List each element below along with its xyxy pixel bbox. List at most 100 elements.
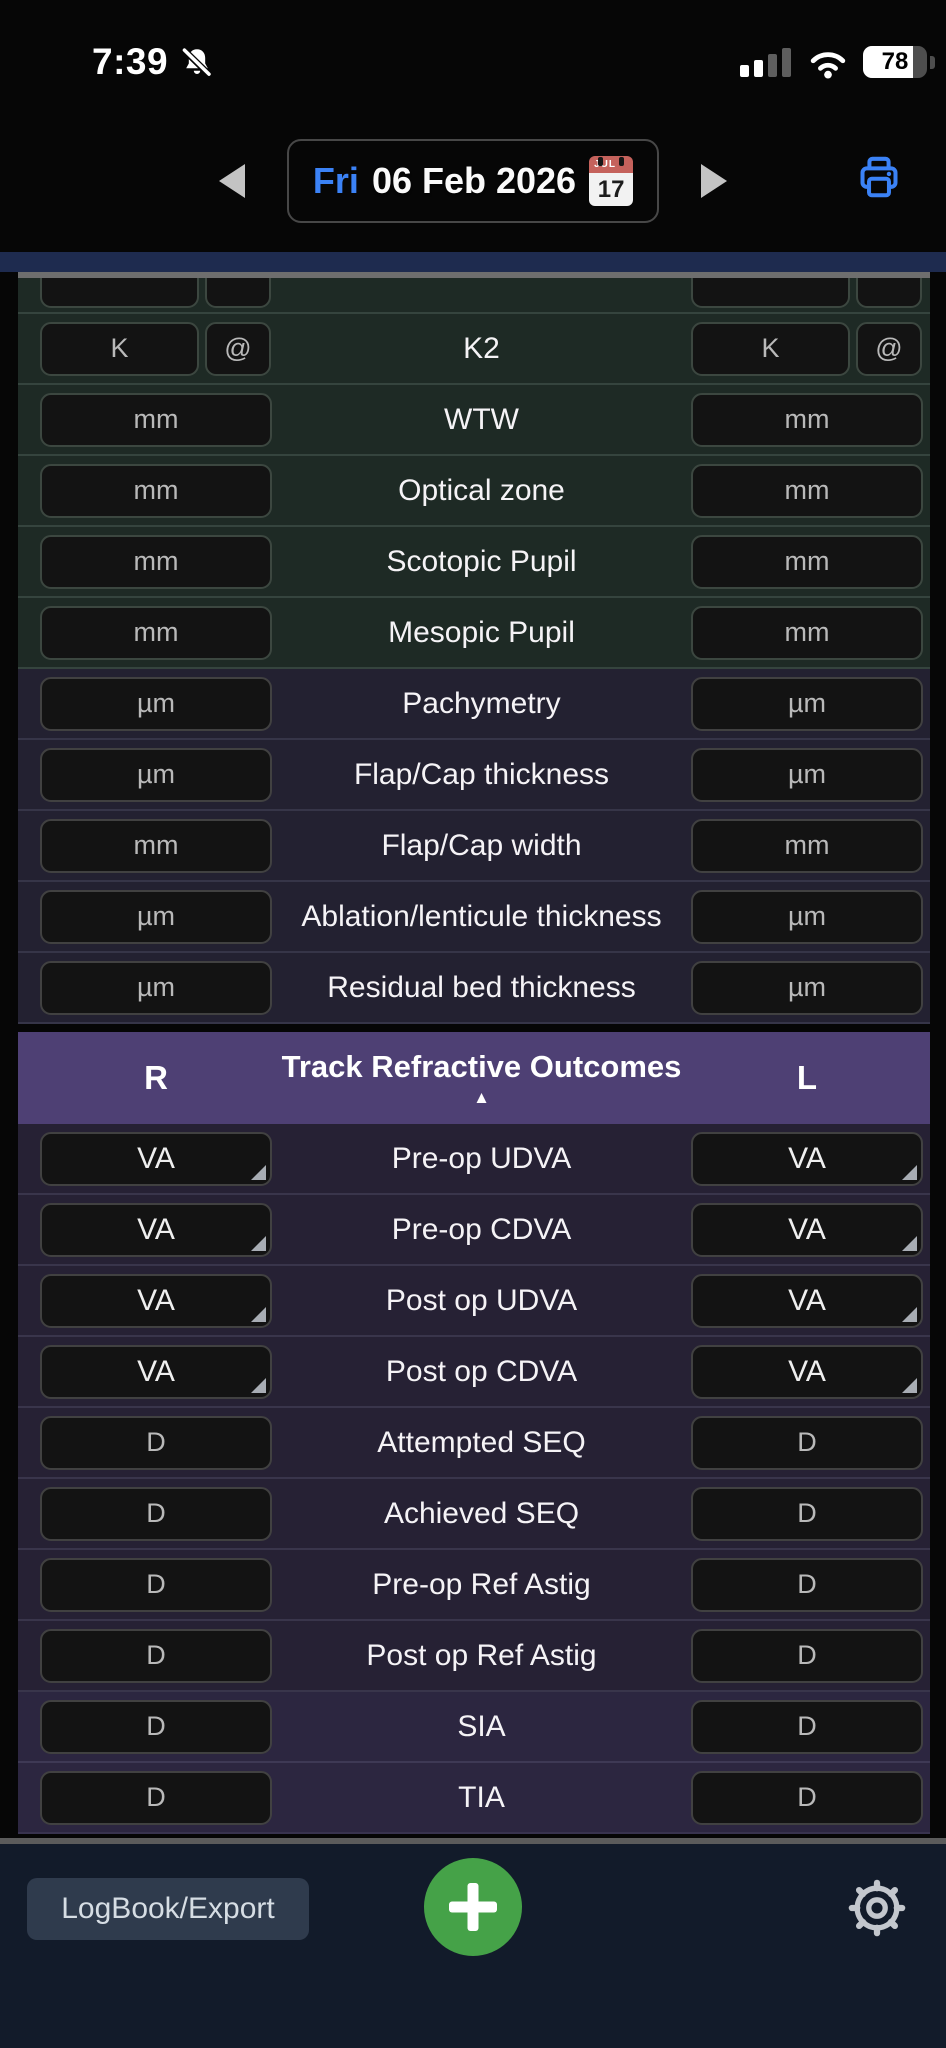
partial-right-input-axis[interactable]: [205, 278, 271, 308]
flap-cap-thickness-right-input[interactable]: µm: [40, 747, 272, 802]
pre-op-cdva-left-input[interactable]: VA: [691, 1202, 923, 1257]
achieved-seq-left-input[interactable]: D: [691, 1486, 923, 1541]
previous-day-button[interactable]: [218, 164, 245, 198]
k2-left-input-axis[interactable]: @: [856, 321, 922, 376]
attempted-seq-right-input[interactable]: D: [40, 1415, 272, 1470]
residual-bed-thickness-right-input[interactable]: µm: [40, 960, 272, 1015]
scotopic-pupil-left-input[interactable]: mm: [691, 534, 923, 589]
k2-right-input[interactable]: K: [40, 321, 199, 376]
k2-left-input[interactable]: K: [691, 321, 850, 376]
unit-placeholder-text: D: [797, 1498, 817, 1528]
settings-button[interactable]: [848, 1879, 906, 1937]
left-eye-cell: D: [691, 1557, 923, 1612]
row-attempted-seq: D Attempted SEQ D: [18, 1408, 930, 1479]
unit-placeholder-text: K: [761, 333, 780, 363]
outcomes-section: VA Pre-op UDVA VA VA Pre-op CDVA VA VA Post op …: [18, 1124, 930, 1834]
sia-left-input[interactable]: D: [691, 1699, 923, 1754]
unit-placeholder-text: D: [797, 1640, 817, 1670]
pachymetry-left-input[interactable]: µm: [691, 676, 923, 731]
partial-left-input[interactable]: [691, 278, 850, 308]
pre-op-udva-right-input[interactable]: VA: [40, 1131, 272, 1186]
row-pre-op-cdva: VA Pre-op CDVA VA: [18, 1195, 930, 1266]
flap-cap-width-right-input[interactable]: mm: [40, 818, 272, 873]
tia-right-input[interactable]: D: [40, 1770, 272, 1825]
wtw-left-input[interactable]: mm: [691, 392, 923, 447]
battery-percent-text: 78: [881, 48, 909, 75]
biometry-section: K @ K2 K @ mm WTW mm mm Optical zone mm mm Scotopic …: [18, 278, 930, 1024]
right-eye-cell: VA: [40, 1273, 272, 1328]
outcomes-title: Track Refractive Outcomes: [281, 1048, 682, 1084]
row-mesopic-pupil: mm Mesopic Pupil mm: [18, 598, 930, 669]
post-op-udva-right-input[interactable]: VA: [40, 1273, 272, 1328]
add-entry-button[interactable]: [424, 1858, 522, 1956]
pachymetry-right-input[interactable]: µm: [40, 676, 272, 731]
sia-right-input[interactable]: D: [40, 1699, 272, 1754]
residual-bed-thickness-left-input[interactable]: µm: [691, 960, 923, 1015]
post-op-cdva-left-input[interactable]: VA: [691, 1344, 923, 1399]
unit-placeholder-text: mm: [784, 830, 830, 860]
unit-placeholder-text: VA: [137, 1354, 175, 1388]
left-eye-cell: D: [691, 1486, 923, 1541]
pre-op-ref-astig-left-input[interactable]: D: [691, 1557, 923, 1612]
optical-zone-right-input[interactable]: mm: [40, 463, 272, 518]
post-op-ref-astig-left-input[interactable]: D: [691, 1628, 923, 1683]
calendar-day-text: 17: [589, 173, 634, 206]
unit-placeholder-text: mm: [784, 475, 830, 505]
outcomes-sort-button[interactable]: Track Refractive Outcomes ▲: [272, 1049, 691, 1108]
biometry-outcomes-table: K @ K2 K @ mm WTW mm mm Optical zone mm mm Scotopic …: [18, 272, 930, 1834]
left-eye-cell: VA: [691, 1131, 923, 1186]
tia-left-input[interactable]: D: [691, 1770, 923, 1825]
mesopic-pupil-right-input[interactable]: mm: [40, 605, 272, 660]
ablation-lenticule-thickness-right-input[interactable]: µm: [40, 889, 272, 944]
wtw-right-input[interactable]: mm: [40, 392, 272, 447]
right-eye-cell: K @: [40, 321, 272, 376]
picker-corner-icon: [902, 1377, 917, 1393]
row-label: Scotopic Pupil: [386, 544, 577, 578]
unit-placeholder-text: µm: [136, 759, 176, 789]
right-eye-cell: D: [40, 1486, 272, 1541]
right-eye-cell: mm: [40, 392, 272, 447]
optical-zone-left-input[interactable]: mm: [691, 463, 923, 518]
pre-op-udva-left-input[interactable]: VA: [691, 1131, 923, 1186]
right-eye-cell: D: [40, 1557, 272, 1612]
logbook-export-button[interactable]: LogBook/Export: [27, 1878, 309, 1940]
right-eye-cell: D: [40, 1770, 272, 1825]
flap-cap-thickness-left-input[interactable]: µm: [691, 747, 923, 802]
post-op-ref-astig-right-input[interactable]: D: [40, 1628, 272, 1683]
achieved-seq-right-input[interactable]: D: [40, 1486, 272, 1541]
row-label: Flap/Cap thickness: [353, 757, 610, 791]
partial-right-input[interactable]: [40, 278, 199, 308]
flap-cap-width-left-input[interactable]: mm: [691, 818, 923, 873]
post-op-udva-left-input[interactable]: VA: [691, 1273, 923, 1328]
print-button[interactable]: [856, 151, 902, 203]
right-eye-cell: D: [40, 1415, 272, 1470]
date-picker-button[interactable]: Fri 06 Feb 2026 JUL 17: [286, 139, 660, 223]
partial-left-input-axis[interactable]: [856, 278, 922, 308]
right-eye-cell: VA: [40, 1131, 272, 1186]
calendar-icon: JUL 17: [589, 156, 634, 206]
row-scotopic-pupil: mm Scotopic Pupil mm: [18, 527, 930, 598]
next-day-button[interactable]: [701, 164, 728, 198]
left-eye-cell: µm: [691, 676, 923, 731]
k2-right-input-axis[interactable]: @: [205, 321, 271, 376]
unit-placeholder-text: VA: [137, 1212, 175, 1246]
attempted-seq-left-input[interactable]: D: [691, 1415, 923, 1470]
row-label: Post op Ref Astig: [366, 1638, 597, 1672]
ablation-lenticule-thickness-left-input[interactable]: µm: [691, 889, 923, 944]
mesopic-pupil-left-input[interactable]: mm: [691, 605, 923, 660]
row-post-op-ref-astig: D Post op Ref Astig D: [18, 1621, 930, 1692]
wifi-icon: [805, 45, 851, 79]
row-label: Ablation/lenticule thickness: [301, 899, 662, 933]
pre-op-cdva-right-input[interactable]: VA: [40, 1202, 272, 1257]
status-icons: 78: [739, 45, 935, 79]
scotopic-pupil-right-input[interactable]: mm: [40, 534, 272, 589]
row-pre-op-udva: VA Pre-op UDVA VA: [18, 1124, 930, 1195]
unit-placeholder-text: mm: [784, 617, 830, 647]
pre-op-ref-astig-right-input[interactable]: D: [40, 1557, 272, 1612]
post-op-cdva-right-input[interactable]: VA: [40, 1344, 272, 1399]
date-nav-bar: Fri 06 Feb 2026 JUL 17: [0, 110, 946, 252]
right-eye-cell: VA: [40, 1202, 272, 1257]
unit-placeholder-text: mm: [133, 475, 179, 505]
bottom-toolbar: LogBook/Export: [0, 1844, 946, 2048]
